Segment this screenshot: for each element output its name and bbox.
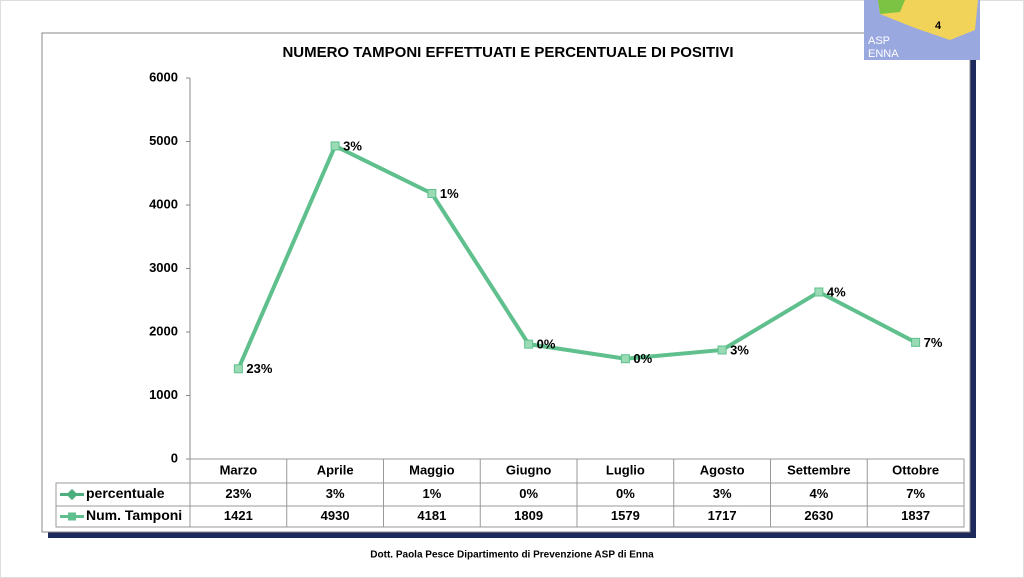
data-line bbox=[236, 143, 917, 370]
table-cell: 3% bbox=[326, 486, 345, 501]
y-tick-label: 1000 bbox=[149, 387, 178, 402]
data-point bbox=[427, 189, 437, 199]
x-tick-label: Settembre bbox=[787, 462, 851, 477]
y-tick-label: 3000 bbox=[149, 260, 178, 275]
data-point bbox=[524, 339, 534, 349]
data-point bbox=[330, 141, 340, 151]
data-point bbox=[233, 364, 243, 374]
table-cell: 23% bbox=[225, 486, 251, 501]
x-tick-label: Ottobre bbox=[892, 462, 939, 477]
data-label: 4% bbox=[827, 284, 846, 299]
logo-number: 4 bbox=[935, 20, 942, 32]
data-label: 7% bbox=[924, 335, 943, 350]
logo-map bbox=[878, 0, 978, 40]
table-cell: 1717 bbox=[708, 508, 737, 523]
data-label: 3% bbox=[343, 138, 362, 153]
logo-map-left bbox=[878, 0, 905, 14]
data-label: 0% bbox=[537, 337, 556, 352]
x-tick-label: Giugno bbox=[506, 462, 552, 477]
table-cell: 1% bbox=[422, 486, 441, 501]
data-label: 0% bbox=[633, 351, 652, 366]
table-cell: 1809 bbox=[514, 508, 543, 523]
chart-title: NUMERO TAMPONI EFFETTUATI E PERCENTUALE … bbox=[282, 44, 733, 61]
x-tick-label: Agosto bbox=[700, 462, 745, 477]
legend-label: percentuale bbox=[86, 485, 165, 501]
table-cell: 3% bbox=[713, 486, 732, 501]
logo-text: ASP bbox=[868, 35, 890, 47]
data-point bbox=[814, 287, 824, 297]
x-tick-label: Luglio bbox=[606, 462, 645, 477]
chart-frame bbox=[41, 32, 971, 533]
y-tick-label: 0 bbox=[171, 450, 178, 465]
footer: Dott. Paola Pesce Dipartimento di Preven… bbox=[370, 550, 654, 561]
table-cell: 4181 bbox=[417, 508, 446, 523]
x-tick-label: Marzo bbox=[220, 462, 258, 477]
data-point bbox=[717, 345, 727, 355]
logo-text: ENNA bbox=[868, 48, 899, 60]
table-cell: 1579 bbox=[611, 508, 640, 523]
x-tick-label: Maggio bbox=[409, 462, 455, 477]
data-point bbox=[911, 337, 921, 347]
data-point bbox=[620, 354, 630, 364]
x-tick-label: Aprile bbox=[317, 462, 354, 477]
table-cell: 4930 bbox=[321, 508, 350, 523]
table-cell: 1837 bbox=[901, 508, 930, 523]
data-label: 3% bbox=[730, 342, 749, 357]
table-cell: 2630 bbox=[804, 508, 833, 523]
table-cell: 0% bbox=[616, 486, 635, 501]
logo: 4 ASP ENNA bbox=[864, 0, 980, 60]
y-tick-label: 4000 bbox=[149, 196, 178, 211]
table-cell: 0% bbox=[519, 486, 538, 501]
legend-label: Num. Tamponi bbox=[86, 507, 182, 523]
y-tick-label: 5000 bbox=[149, 133, 178, 148]
y-tick-label: 6000 bbox=[149, 69, 178, 84]
data-label: 1% bbox=[440, 186, 459, 201]
y-tick-label: 2000 bbox=[149, 323, 178, 338]
table-cell: 7% bbox=[906, 486, 925, 501]
data-label: 23% bbox=[246, 361, 272, 376]
legend-marker bbox=[68, 512, 76, 521]
table-cell: 1421 bbox=[224, 508, 253, 523]
table-cell: 4% bbox=[809, 486, 828, 501]
